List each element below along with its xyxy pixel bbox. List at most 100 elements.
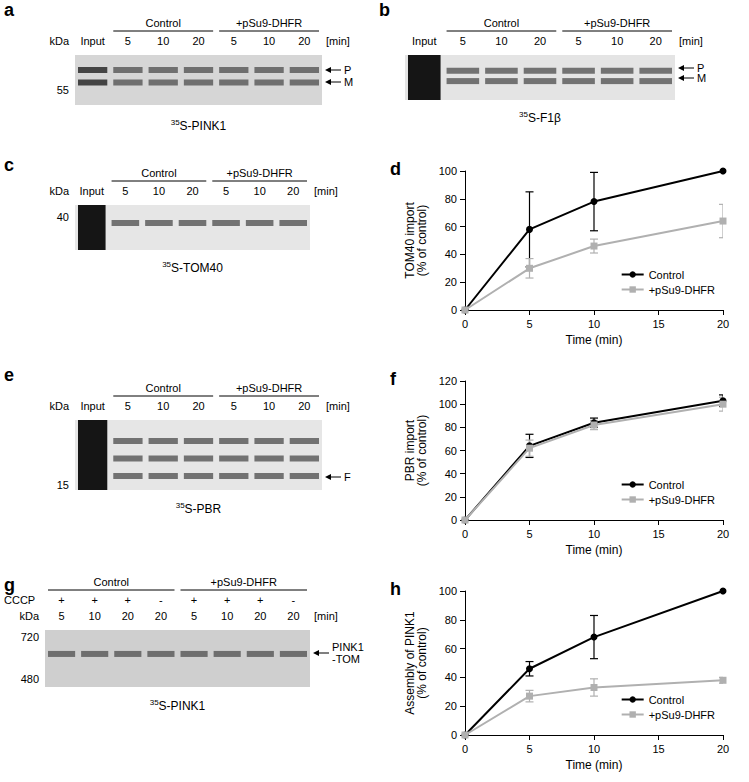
svg-text:60: 60 <box>445 445 457 457</box>
svg-text:[min]: [min] <box>679 35 703 47</box>
svg-text:+: + <box>191 594 197 606</box>
svg-text:F: F <box>344 471 351 483</box>
svg-text:35S-TOM40: 35S-TOM40 <box>162 260 223 275</box>
svg-text:f: f <box>390 369 397 389</box>
svg-text:+pSu9-DHFR: +pSu9-DHFR <box>649 494 715 506</box>
svg-text:Input: Input <box>80 35 104 47</box>
svg-text:20: 20 <box>717 318 729 330</box>
svg-text:5: 5 <box>576 35 582 47</box>
svg-text:Control: Control <box>145 17 180 29</box>
svg-text:10: 10 <box>263 400 275 412</box>
svg-text:5: 5 <box>223 185 229 197</box>
svg-text:40: 40 <box>445 468 457 480</box>
svg-text:15: 15 <box>57 479 69 491</box>
svg-text:10: 10 <box>588 318 600 330</box>
svg-text:20: 20 <box>192 400 204 412</box>
svg-text:10: 10 <box>495 35 507 47</box>
svg-text:[min]: [min] <box>326 35 350 47</box>
svg-text:60: 60 <box>445 643 457 655</box>
svg-text:20: 20 <box>254 610 266 622</box>
svg-text:+: + <box>125 594 131 606</box>
svg-text:40: 40 <box>445 248 457 260</box>
svg-text:+pSu9-DHFR: +pSu9-DHFR <box>584 17 650 29</box>
svg-text:e: e <box>4 365 14 385</box>
svg-text:10: 10 <box>254 185 266 197</box>
svg-text:kDa: kDa <box>49 185 69 197</box>
svg-text:(% of control): (% of control) <box>415 205 429 276</box>
svg-text:Control: Control <box>484 17 519 29</box>
svg-text:-: - <box>159 594 163 606</box>
svg-text:5: 5 <box>231 400 237 412</box>
svg-text:-: - <box>292 594 296 606</box>
svg-text:35S-PINK1: 35S-PINK1 <box>150 698 206 713</box>
svg-text:60: 60 <box>445 221 457 233</box>
svg-text:20: 20 <box>287 610 299 622</box>
svg-text:5: 5 <box>59 610 65 622</box>
svg-text:(% of control): (% of control) <box>415 415 429 486</box>
svg-text:10: 10 <box>157 400 169 412</box>
svg-text:5: 5 <box>125 35 131 47</box>
svg-text:0: 0 <box>451 514 457 526</box>
svg-text:80: 80 <box>445 614 457 626</box>
svg-text:+: + <box>58 594 64 606</box>
svg-text:5: 5 <box>231 35 237 47</box>
svg-text:35S-PBR: 35S-PBR <box>176 501 222 516</box>
svg-text:20: 20 <box>445 491 457 503</box>
svg-text:15: 15 <box>652 318 664 330</box>
svg-text:20: 20 <box>445 700 457 712</box>
svg-text:0: 0 <box>462 318 468 330</box>
svg-text:PINK1: PINK1 <box>332 641 364 653</box>
svg-text:0: 0 <box>451 304 457 316</box>
svg-text:100: 100 <box>439 398 457 410</box>
svg-text:10: 10 <box>89 610 101 622</box>
svg-text:Control: Control <box>94 576 129 588</box>
svg-text:d: d <box>390 159 401 179</box>
svg-text:15: 15 <box>652 743 664 755</box>
svg-text:+: + <box>224 594 230 606</box>
svg-text:20: 20 <box>298 35 310 47</box>
svg-text:20: 20 <box>717 743 729 755</box>
svg-text:100: 100 <box>439 165 457 177</box>
svg-text:a: a <box>4 0 15 20</box>
svg-text:+pSu9-DHFR: +pSu9-DHFR <box>211 576 277 588</box>
svg-text:5: 5 <box>122 185 128 197</box>
svg-text:5: 5 <box>125 400 131 412</box>
svg-text:P: P <box>344 64 351 76</box>
svg-text:0: 0 <box>451 729 457 741</box>
svg-text:20: 20 <box>122 610 134 622</box>
svg-text:480: 480 <box>21 673 39 685</box>
svg-text:120: 120 <box>439 375 457 387</box>
svg-text:55: 55 <box>57 84 69 96</box>
svg-text:[min]: [min] <box>314 185 338 197</box>
svg-text:5: 5 <box>526 318 532 330</box>
svg-text:(% of control): (% of control) <box>415 627 429 698</box>
svg-text:20: 20 <box>445 276 457 288</box>
svg-text:80: 80 <box>445 193 457 205</box>
svg-text:Control: Control <box>649 269 684 281</box>
svg-text:b: b <box>379 0 390 20</box>
svg-text:kDa: kDa <box>49 400 69 412</box>
svg-text:g: g <box>4 575 15 595</box>
svg-text:10: 10 <box>221 610 233 622</box>
svg-text:35S-PINK1: 35S-PINK1 <box>171 118 227 133</box>
svg-text:100: 100 <box>439 585 457 597</box>
svg-text:15: 15 <box>652 528 664 540</box>
svg-text:0: 0 <box>462 528 468 540</box>
svg-text:40: 40 <box>57 211 69 223</box>
svg-text:h: h <box>390 579 401 599</box>
svg-text:c: c <box>4 155 14 175</box>
svg-text:+pSu9-DHFR: +pSu9-DHFR <box>649 709 715 721</box>
svg-text:5: 5 <box>460 35 466 47</box>
svg-text:5: 5 <box>526 528 532 540</box>
svg-text:Input: Input <box>412 35 436 47</box>
svg-text:+pSu9-DHFR: +pSu9-DHFR <box>236 17 302 29</box>
svg-text:20: 20 <box>298 400 310 412</box>
svg-text:20: 20 <box>534 35 546 47</box>
svg-text:40: 40 <box>445 671 457 683</box>
svg-text:[min]: [min] <box>314 610 338 622</box>
svg-text:+: + <box>91 594 97 606</box>
svg-text:720: 720 <box>21 631 39 643</box>
svg-text:20: 20 <box>287 185 299 197</box>
svg-text:Control: Control <box>649 694 684 706</box>
svg-text:kDa: kDa <box>49 35 69 47</box>
